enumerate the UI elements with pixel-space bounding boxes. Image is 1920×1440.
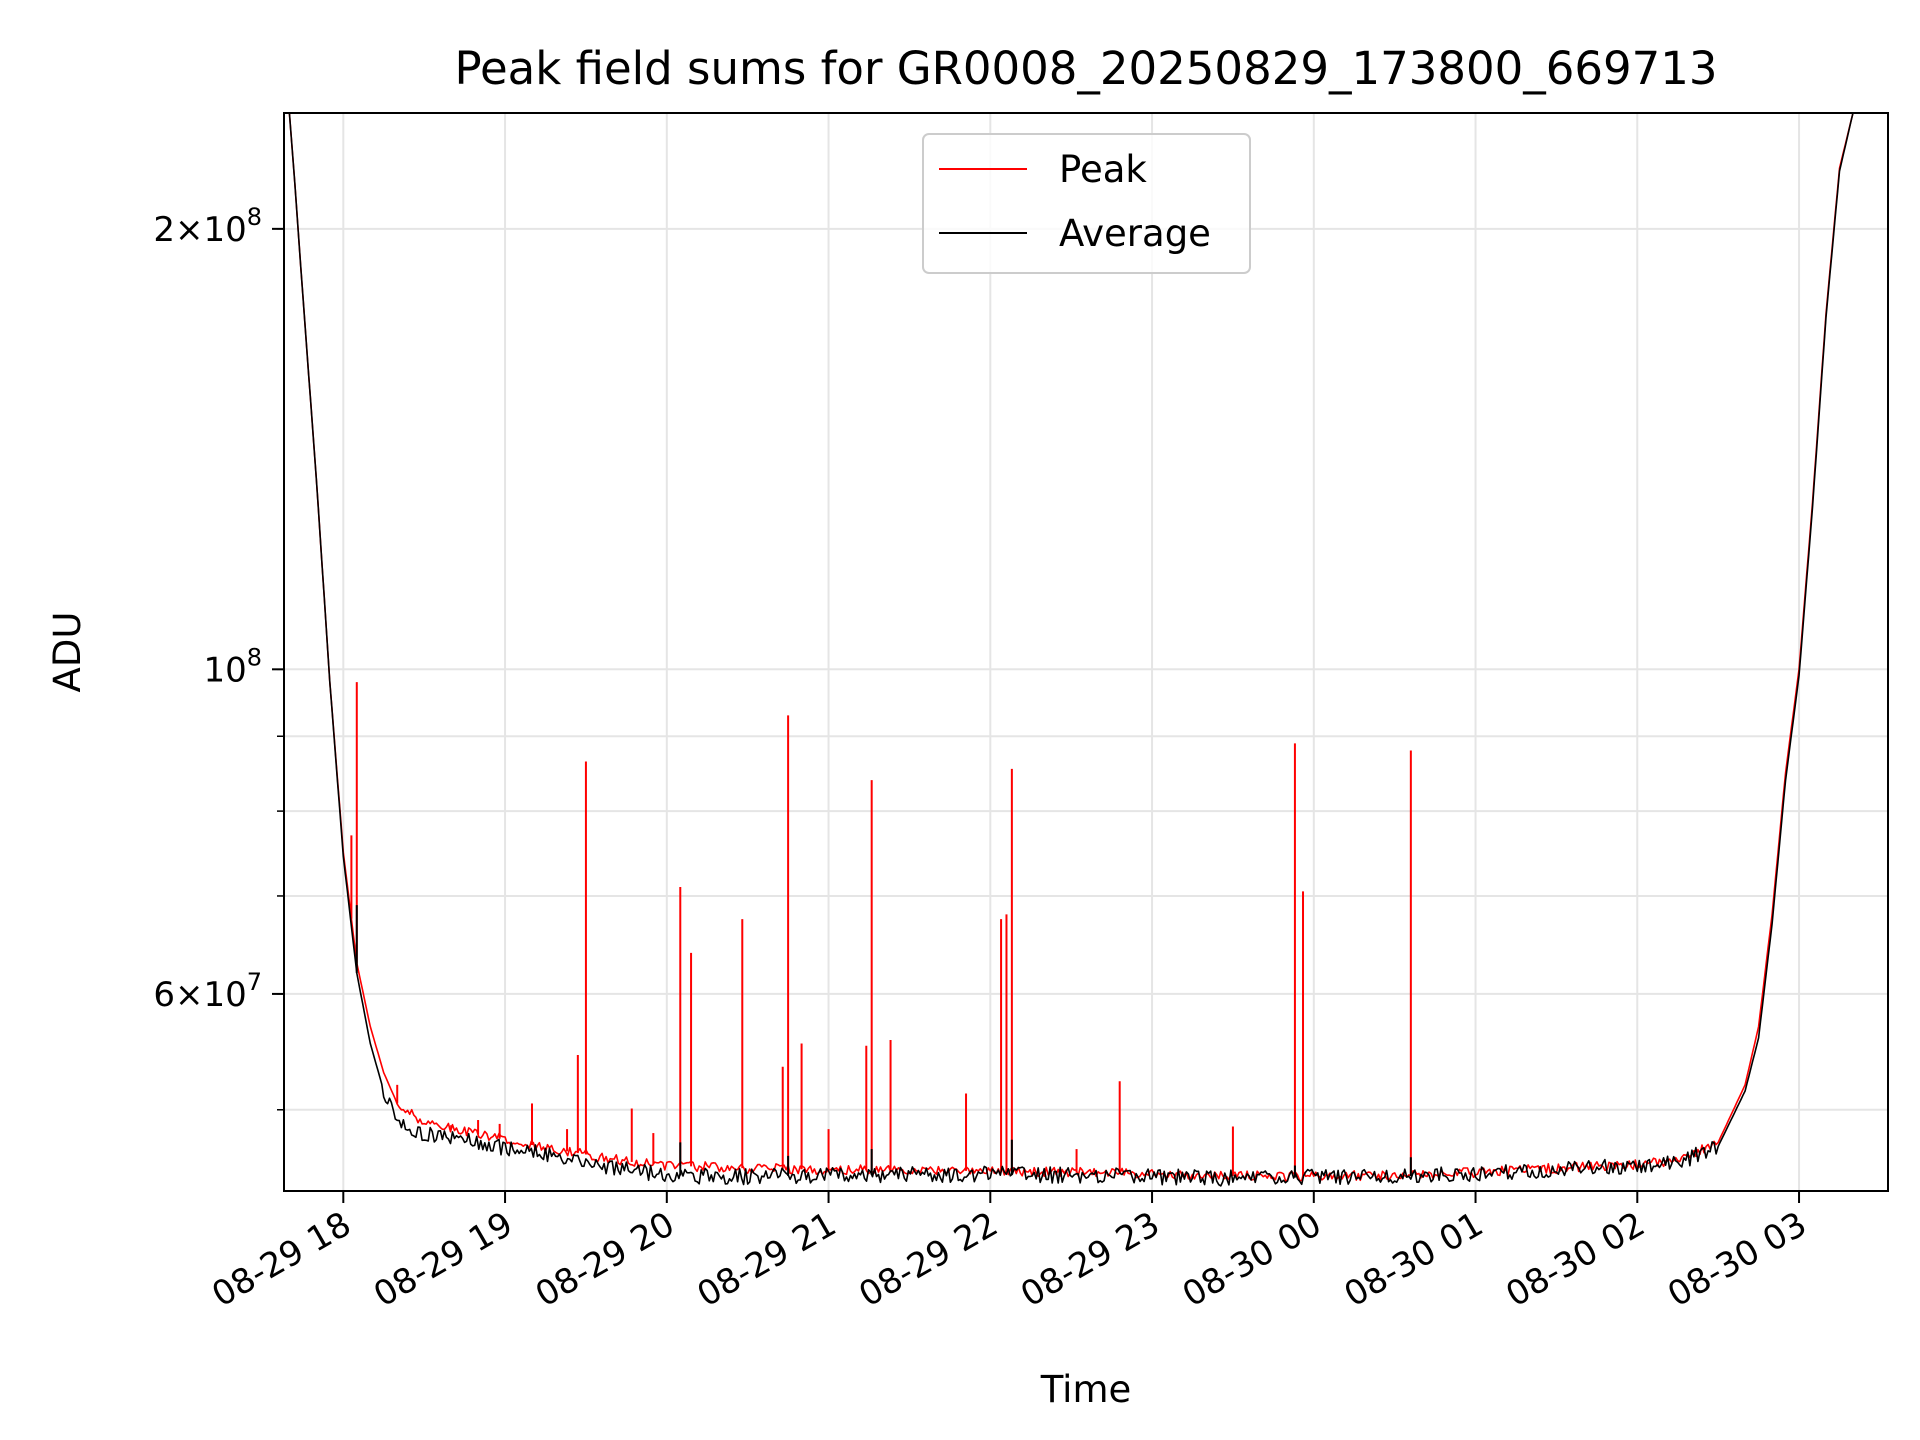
plot-frame — [283, 112, 1889, 1192]
y-axis-label: ADU — [46, 612, 89, 693]
series-line-average — [288, 113, 1888, 1187]
series-group — [288, 113, 1888, 1187]
y-axis: 2×108 108 6×107 — [153, 203, 284, 1111]
y-tick-label: 2×108 — [153, 203, 262, 250]
chart-title: Peak field sums for GR0008_20250829_1738… — [454, 42, 1717, 95]
x-axis-label: Time — [1040, 1368, 1132, 1411]
legend-label-average: Average — [1059, 212, 1211, 255]
legend: Peak Average — [922, 133, 1251, 274]
y-tick-label: 6×107 — [153, 968, 262, 1015]
grid — [284, 113, 1888, 1191]
series-area — [288, 113, 1888, 1187]
legend-label-peak: Peak — [1059, 148, 1147, 191]
y-tick-label: 108 — [203, 643, 262, 690]
